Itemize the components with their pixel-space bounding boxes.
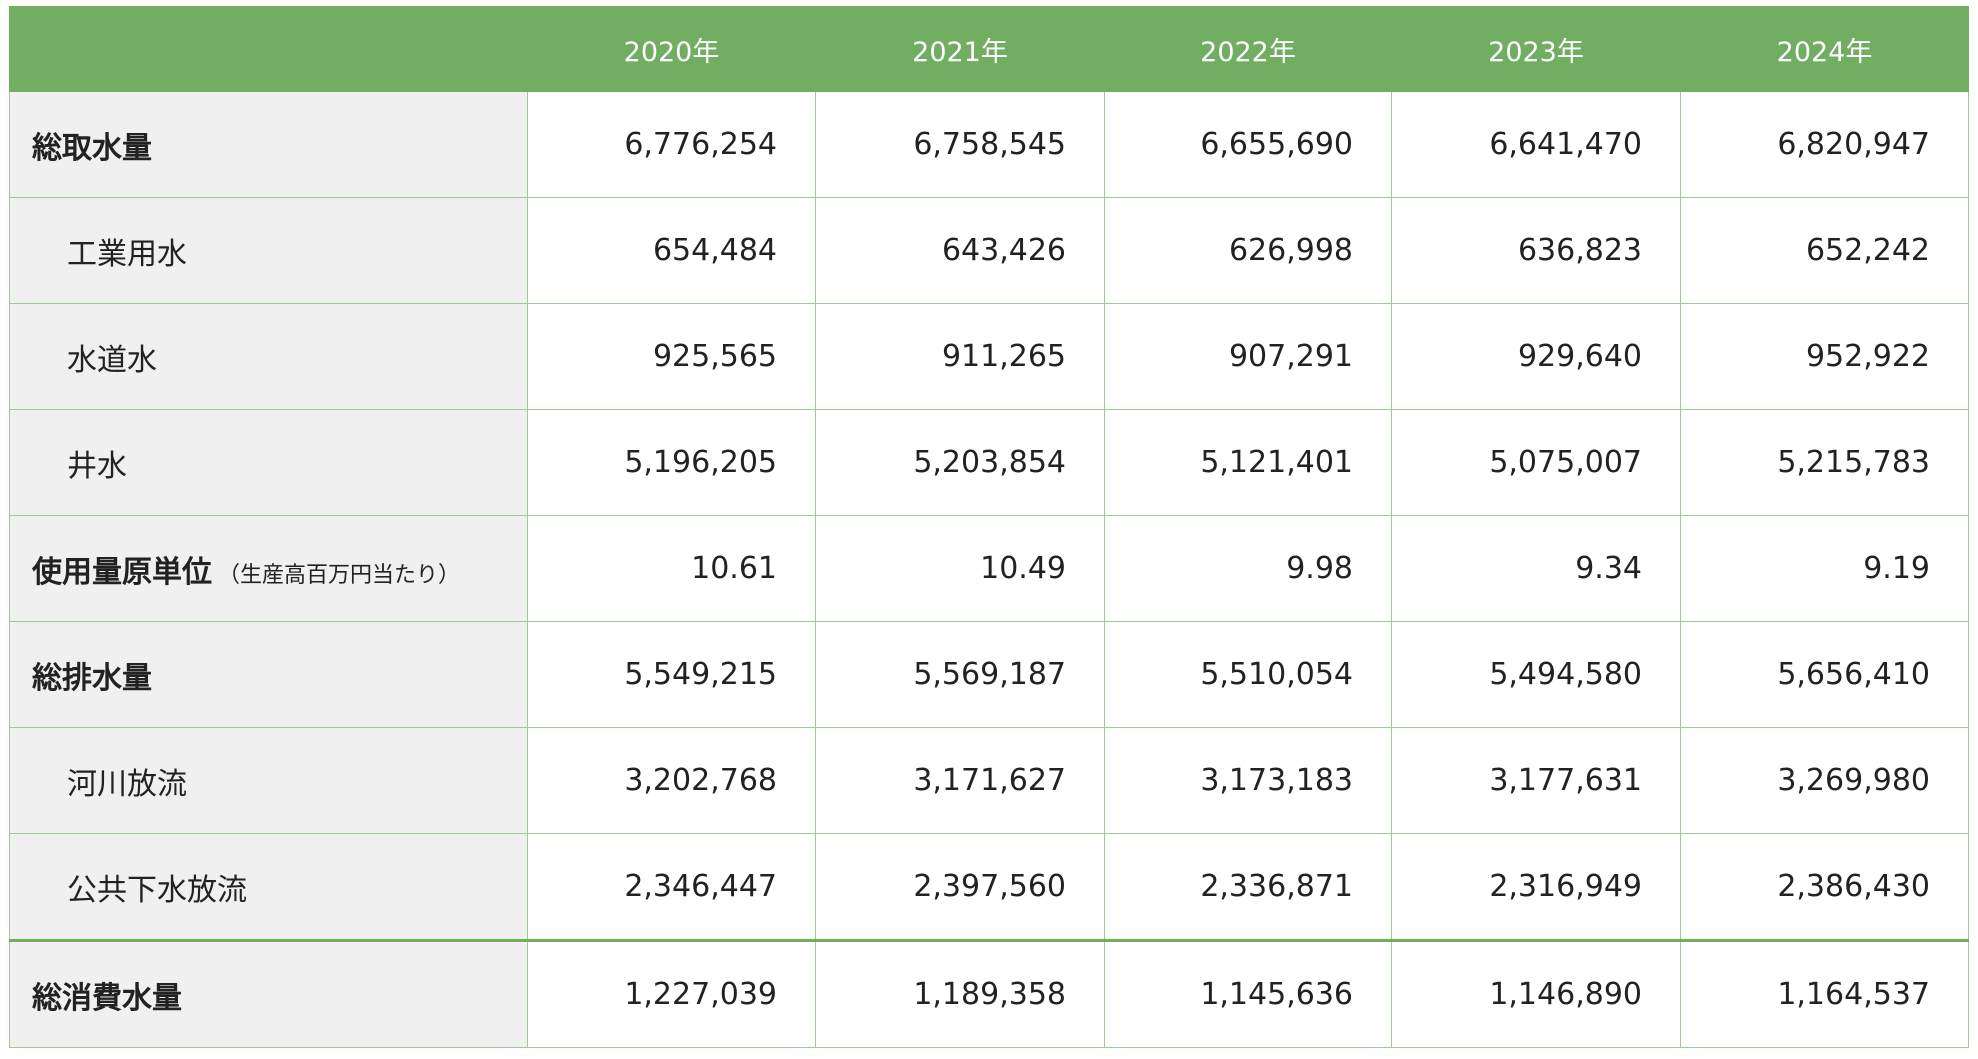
row-label-note: （生産高百万円当たり） [218,562,461,588]
cell-value: 10.49 [815,515,1105,622]
table-row: 井水 5,196,205 5,203,854 5,121,401 5,075,007 5,… [9,409,1969,516]
row-label: 河川放流 [9,727,528,834]
row-label: 公共下水放流 [9,833,528,941]
cell-value: 9.34 [1391,515,1681,622]
row-label: 総取水量 [9,91,528,198]
cell-value: 925,565 [527,303,816,410]
cell-value: 9.19 [1680,515,1969,622]
cell-value: 3,269,980 [1680,727,1969,834]
cell-value: 2,346,447 [527,833,816,941]
column-header: 2022年 [1104,6,1392,92]
cell-value: 5,203,854 [815,409,1105,516]
cell-value: 6,641,470 [1391,91,1681,198]
cell-value: 1,146,890 [1391,939,1681,1048]
cell-value: 2,397,560 [815,833,1105,941]
cell-value: 3,202,768 [527,727,816,834]
cell-value: 5,121,401 [1104,409,1392,516]
cell-value: 3,177,631 [1391,727,1681,834]
table-body: 総取水量 6,776,254 6,758,545 6,655,690 6,641,470… [9,91,1969,1048]
row-label-text: 井水 [67,448,127,484]
row-label-text: 使用量原単位 [32,554,212,590]
cell-value: 10.61 [527,515,816,622]
cell-value: 1,164,537 [1680,939,1969,1048]
column-header: 2024年 [1680,6,1969,92]
cell-value: 5,215,783 [1680,409,1969,516]
row-label-text: 水道水 [67,342,157,378]
row-label-text: 総取水量 [32,130,152,166]
cell-value: 6,758,545 [815,91,1105,198]
row-label-text: 総消費水量 [32,980,182,1016]
cell-value: 636,823 [1391,197,1681,304]
header-row: 2020年 2021年 2022年 2023年 2024年 [9,6,1969,92]
column-header: 2021年 [815,6,1105,92]
cell-value: 1,189,358 [815,939,1105,1048]
cell-value: 5,510,054 [1104,621,1392,728]
cell-value: 654,484 [527,197,816,304]
cell-value: 5,075,007 [1391,409,1681,516]
corner-header [9,6,528,92]
cell-value: 952,922 [1680,303,1969,410]
column-header: 2020年 [527,6,816,92]
cell-value: 2,386,430 [1680,833,1969,941]
cell-value: 1,227,039 [527,939,816,1048]
table-row: 使用量原単位 （生産高百万円当たり） 10.61 10.49 9.98 9.34 9.19 [9,515,1969,622]
cell-value: 5,196,205 [527,409,816,516]
cell-value: 626,998 [1104,197,1392,304]
table-row: 総消費水量 1,227,039 1,189,358 1,145,636 1,146,89… [9,939,1969,1048]
column-header: 2023年 [1391,6,1681,92]
row-label: 使用量原単位 （生産高百万円当たり） [9,515,528,622]
row-label-text: 工業用水 [67,236,187,272]
row-label: 水道水 [9,303,528,410]
cell-value: 2,336,871 [1104,833,1392,941]
cell-value: 5,494,580 [1391,621,1681,728]
cell-value: 5,569,187 [815,621,1105,728]
cell-value: 3,173,183 [1104,727,1392,834]
table-row: 工業用水 654,484 643,426 626,998 636,823 652,242 [9,197,1969,304]
table-row: 総取水量 6,776,254 6,758,545 6,655,690 6,641,470… [9,91,1969,198]
row-label-text: 総排水量 [32,660,152,696]
cell-value: 1,145,636 [1104,939,1392,1048]
cell-value: 5,656,410 [1680,621,1969,728]
table-row: 河川放流 3,202,768 3,171,627 3,173,183 3,177,631… [9,727,1969,834]
row-label-text: 公共下水放流 [67,872,247,908]
row-label: 工業用水 [9,197,528,304]
table-row: 水道水 925,565 911,265 907,291 929,640 952,922 [9,303,1969,410]
cell-value: 911,265 [815,303,1105,410]
cell-value: 929,640 [1391,303,1681,410]
cell-value: 2,316,949 [1391,833,1681,941]
cell-value: 5,549,215 [527,621,816,728]
table-row: 総排水量 5,549,215 5,569,187 5,510,054 5,494,580… [9,621,1969,728]
cell-value: 6,776,254 [527,91,816,198]
table-row: 公共下水放流 2,346,447 2,397,560 2,336,871 2,316,9… [9,833,1969,941]
water-table: 2020年 2021年 2022年 2023年 2024年 総取水量 6,776,254 6… [9,6,1969,1048]
cell-value: 3,171,627 [815,727,1105,834]
row-label: 総排水量 [9,621,528,728]
cell-value: 643,426 [815,197,1105,304]
row-label: 井水 [9,409,528,516]
cell-value: 6,820,947 [1680,91,1969,198]
cell-value: 6,655,690 [1104,91,1392,198]
row-label: 総消費水量 [9,939,528,1048]
row-label-text: 河川放流 [67,766,187,802]
cell-value: 9.98 [1104,515,1392,622]
cell-value: 652,242 [1680,197,1969,304]
cell-value: 907,291 [1104,303,1392,410]
